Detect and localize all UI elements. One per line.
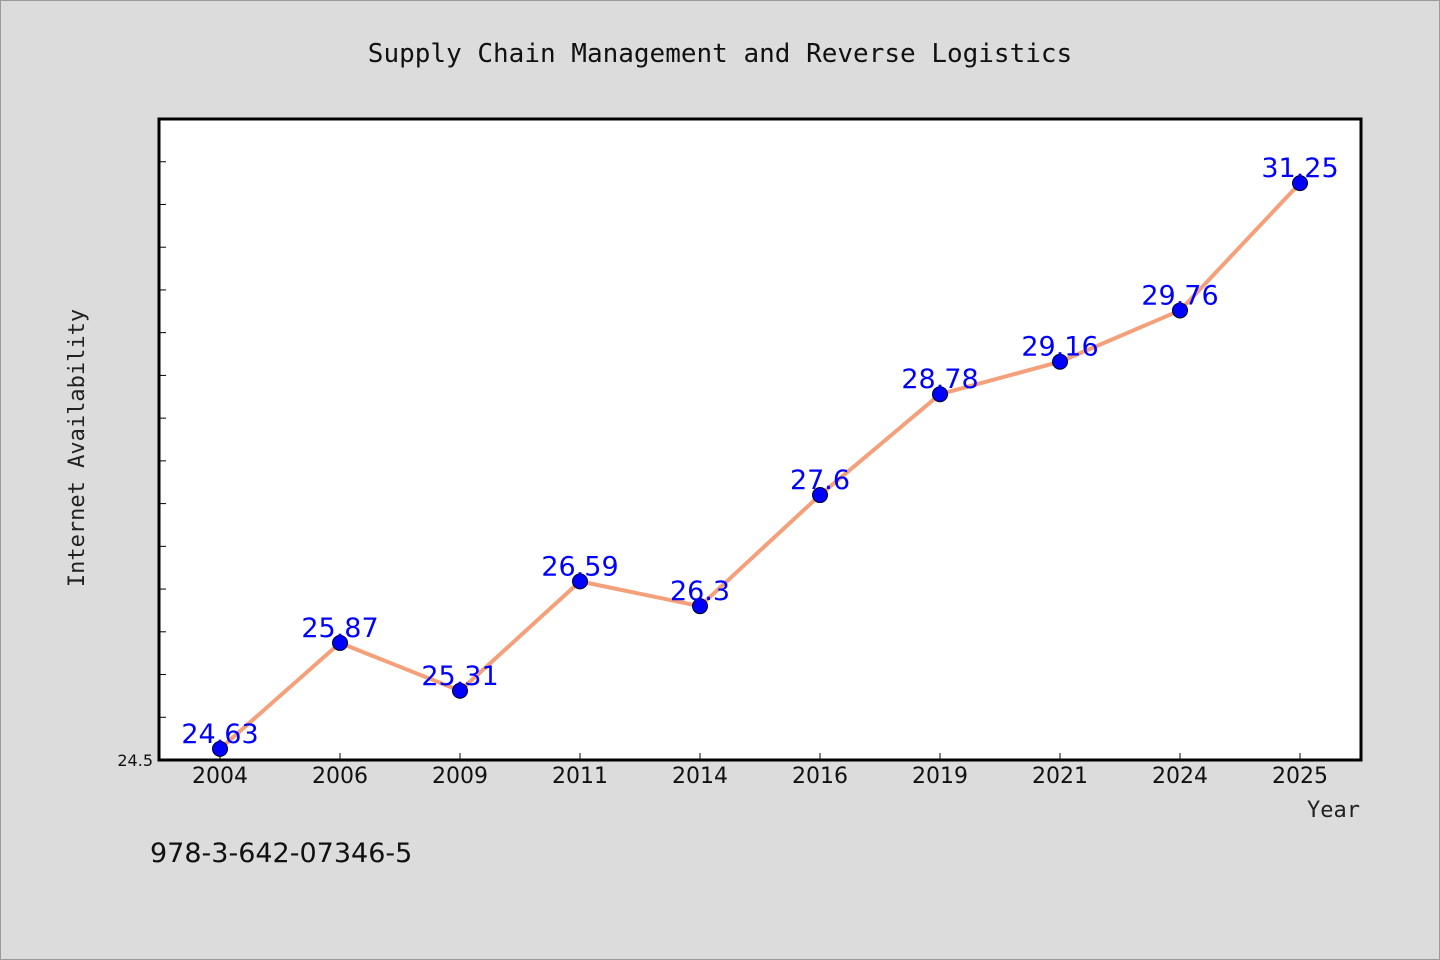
data-label: 29.76: [1141, 280, 1218, 311]
data-label: 24.63: [181, 719, 258, 750]
data-label: 29.16: [1021, 332, 1098, 363]
data-label: 31.25: [1261, 153, 1338, 184]
x-tick-label: 2024: [1152, 764, 1208, 789]
data-markers: [212, 175, 1308, 757]
x-tick-label: 2019: [912, 764, 968, 789]
data-label: 25.31: [421, 661, 498, 692]
data-label: 28.78: [901, 364, 978, 395]
data-point: [1052, 353, 1068, 370]
data-point: [212, 740, 228, 757]
plot-area: [157, 117, 1363, 762]
y-axis-ticks: [159, 161, 166, 718]
series-line: [218, 181, 1302, 751]
x-tick-label: 2009: [432, 764, 488, 789]
data-point: [332, 634, 348, 651]
data-point: [692, 598, 708, 615]
data-label: 26.59: [541, 551, 618, 582]
x-tick-label: 2004: [192, 764, 248, 789]
y-tick-label: 24.5: [117, 751, 153, 770]
x-tick-label: 2021: [1032, 764, 1088, 789]
data-point: [812, 487, 828, 504]
x-axis-tick-labels: 2004 2006 2009 2011 2014 2016 2019 2021 2024 2025: [192, 764, 1328, 789]
data-label: 26.3: [670, 576, 730, 607]
data-point: [452, 682, 468, 699]
x-tick-label: 2025: [1272, 764, 1328, 789]
x-tick-label: 2006: [312, 764, 368, 789]
data-label: 25.87: [301, 613, 378, 644]
data-point: [932, 386, 948, 403]
data-point: [572, 573, 588, 590]
x-tick-label: 2016: [792, 764, 848, 789]
isbn-label: 978-3-642-07346-5: [150, 838, 412, 869]
x-axis-ticks: [219, 753, 1301, 760]
data-label: 27.6: [790, 465, 850, 496]
data-labels: 24.63 25.87 25.31 26.59 26.3 27.6 28.78 29.16 29…: [181, 153, 1338, 750]
x-tick-label: 2011: [552, 764, 608, 789]
chart-title: Supply Chain Management and Reverse Logi…: [368, 39, 1072, 69]
x-tick-label: 2014: [672, 764, 728, 789]
data-point: [1172, 302, 1188, 319]
y-axis-tick-labels: 24.5: [117, 751, 153, 770]
x-axis-label: Year: [1307, 798, 1360, 823]
data-point: [1292, 175, 1308, 192]
y-axis-label: Internet Availability: [65, 309, 90, 587]
